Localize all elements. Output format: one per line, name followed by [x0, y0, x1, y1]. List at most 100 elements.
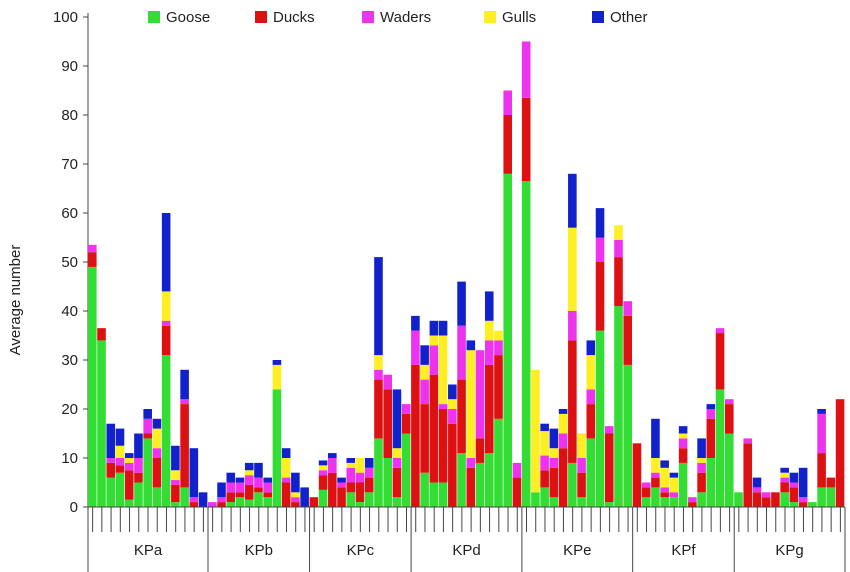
bar-segment-gulls [272, 364, 282, 390]
bar-segment-ducks [697, 472, 706, 493]
bar-segment-waders [106, 458, 116, 463]
bar-segment-waders [346, 467, 356, 483]
bar-segment-other [558, 409, 568, 414]
bar-segment-other [429, 320, 439, 336]
bar-segment-ducks [743, 443, 753, 507]
bar-segment-goose [161, 355, 171, 507]
bar-segment-ducks [448, 423, 457, 507]
bar-segment-ducks [337, 487, 346, 507]
bar-segment-gulls [651, 458, 660, 473]
bar-segment-ducks [706, 418, 716, 458]
bar-segment-goose [115, 472, 125, 507]
bar-segment-ducks [254, 487, 263, 493]
bar-segment-ducks [521, 97, 531, 182]
bar-segment-ducks [651, 477, 660, 488]
bar-segment-gulls [660, 467, 669, 488]
bar-segment-ducks [235, 492, 245, 498]
bar-segment-goose [623, 364, 633, 507]
bar-segment-waders [540, 455, 549, 471]
bar-segment-ducks [263, 492, 272, 498]
bar-segment-ducks [383, 389, 393, 458]
bar-segment-waders [798, 497, 808, 503]
y-tick-label: 100 [53, 9, 78, 26]
bar-segment-ducks [752, 492, 762, 507]
bar-segment-ducks [88, 252, 97, 267]
bar-segment-other [198, 492, 208, 507]
bar-segment-goose [374, 438, 383, 507]
bar-segment-ducks [281, 482, 291, 507]
bar-segment-other [568, 173, 577, 228]
bar-segment-waders [291, 497, 300, 503]
bar-segment-gulls [152, 428, 162, 449]
bar-segment-gulls [448, 399, 457, 409]
bar-segment-gulls [531, 369, 540, 493]
bar-segment-other [678, 426, 688, 434]
y-tick-label: 50 [61, 254, 78, 271]
bar-segment-other [189, 448, 199, 498]
bar-segment-waders [752, 487, 762, 493]
bar-segment-other [549, 428, 559, 449]
bar-segment-ducks [457, 379, 466, 454]
bar-segment-waders [364, 467, 374, 478]
bar-segment-ducks [392, 467, 402, 498]
bar-segment-gulls [780, 472, 789, 478]
bar-segment-goose [651, 487, 660, 507]
y-tick-label: 90 [61, 58, 78, 75]
group-label: KPd [452, 542, 480, 559]
bar-segment-other [235, 477, 245, 483]
bar-segment-waders [244, 475, 254, 485]
bar-segment-ducks [291, 502, 300, 507]
bar-segment-waders [263, 482, 272, 493]
bar-segment-goose [669, 497, 679, 507]
bar-segment-other [586, 340, 596, 356]
legend-swatch-gulls [484, 11, 496, 23]
bar-segment-waders [706, 409, 716, 419]
bar-segment-waders [669, 492, 679, 498]
bar-segment-goose [604, 502, 614, 507]
bar-segment-waders [115, 458, 125, 466]
bar-segment-ducks [309, 497, 319, 507]
group-label: KPc [347, 542, 375, 559]
bar-segment-waders [401, 404, 411, 414]
bar-segment-other [328, 453, 337, 458]
bar-segment-goose [586, 438, 596, 507]
bar-segment-other [420, 345, 429, 365]
bar-segment-other [651, 418, 660, 458]
bar-segment-waders [660, 487, 669, 493]
legend-swatch-waders [362, 11, 374, 23]
bar-segment-goose [734, 492, 743, 507]
bar-segment-gulls [669, 477, 679, 493]
bar-segment-ducks [761, 497, 771, 507]
bar-segment-gulls [540, 431, 549, 456]
bar-segment-waders [161, 320, 171, 326]
y-axis: 0 10 20 30 40 50 60 70 80 90 100 [53, 9, 89, 516]
bar-segment-waders [761, 492, 771, 498]
bar-segment-waders [503, 90, 513, 115]
bar-segment-ducks [715, 333, 725, 390]
bar-segment-ducks [420, 404, 429, 473]
bar-segment-ducks [798, 502, 808, 507]
bar-segment-goose [88, 266, 97, 507]
bar-segment-ducks [328, 472, 337, 507]
bar-segment-ducks [244, 484, 254, 500]
bar-segment-waders [678, 438, 688, 449]
bar-segment-other [392, 389, 402, 449]
bar-segment-ducks [771, 492, 780, 507]
bar-segment-goose [614, 306, 623, 507]
bar-segment-goose [272, 389, 282, 507]
bar-segment-other [161, 213, 171, 292]
y-tick-label: 30 [61, 352, 78, 369]
bar-segment-ducks [614, 257, 623, 307]
bar-segment-waders [448, 409, 457, 424]
legend-swatch-ducks [255, 11, 267, 23]
bar-segment-other [134, 433, 143, 458]
y-tick-label: 10 [61, 450, 78, 467]
bar-segment-goose [346, 492, 356, 507]
group-label: KPa [134, 542, 163, 559]
bar-segment-ducks [143, 433, 152, 439]
bar-segment-waders [577, 458, 586, 473]
bar-segment-ducks [466, 467, 476, 507]
legend-label-ducks: Ducks [273, 9, 315, 26]
bar-segment-ducks [789, 487, 799, 503]
